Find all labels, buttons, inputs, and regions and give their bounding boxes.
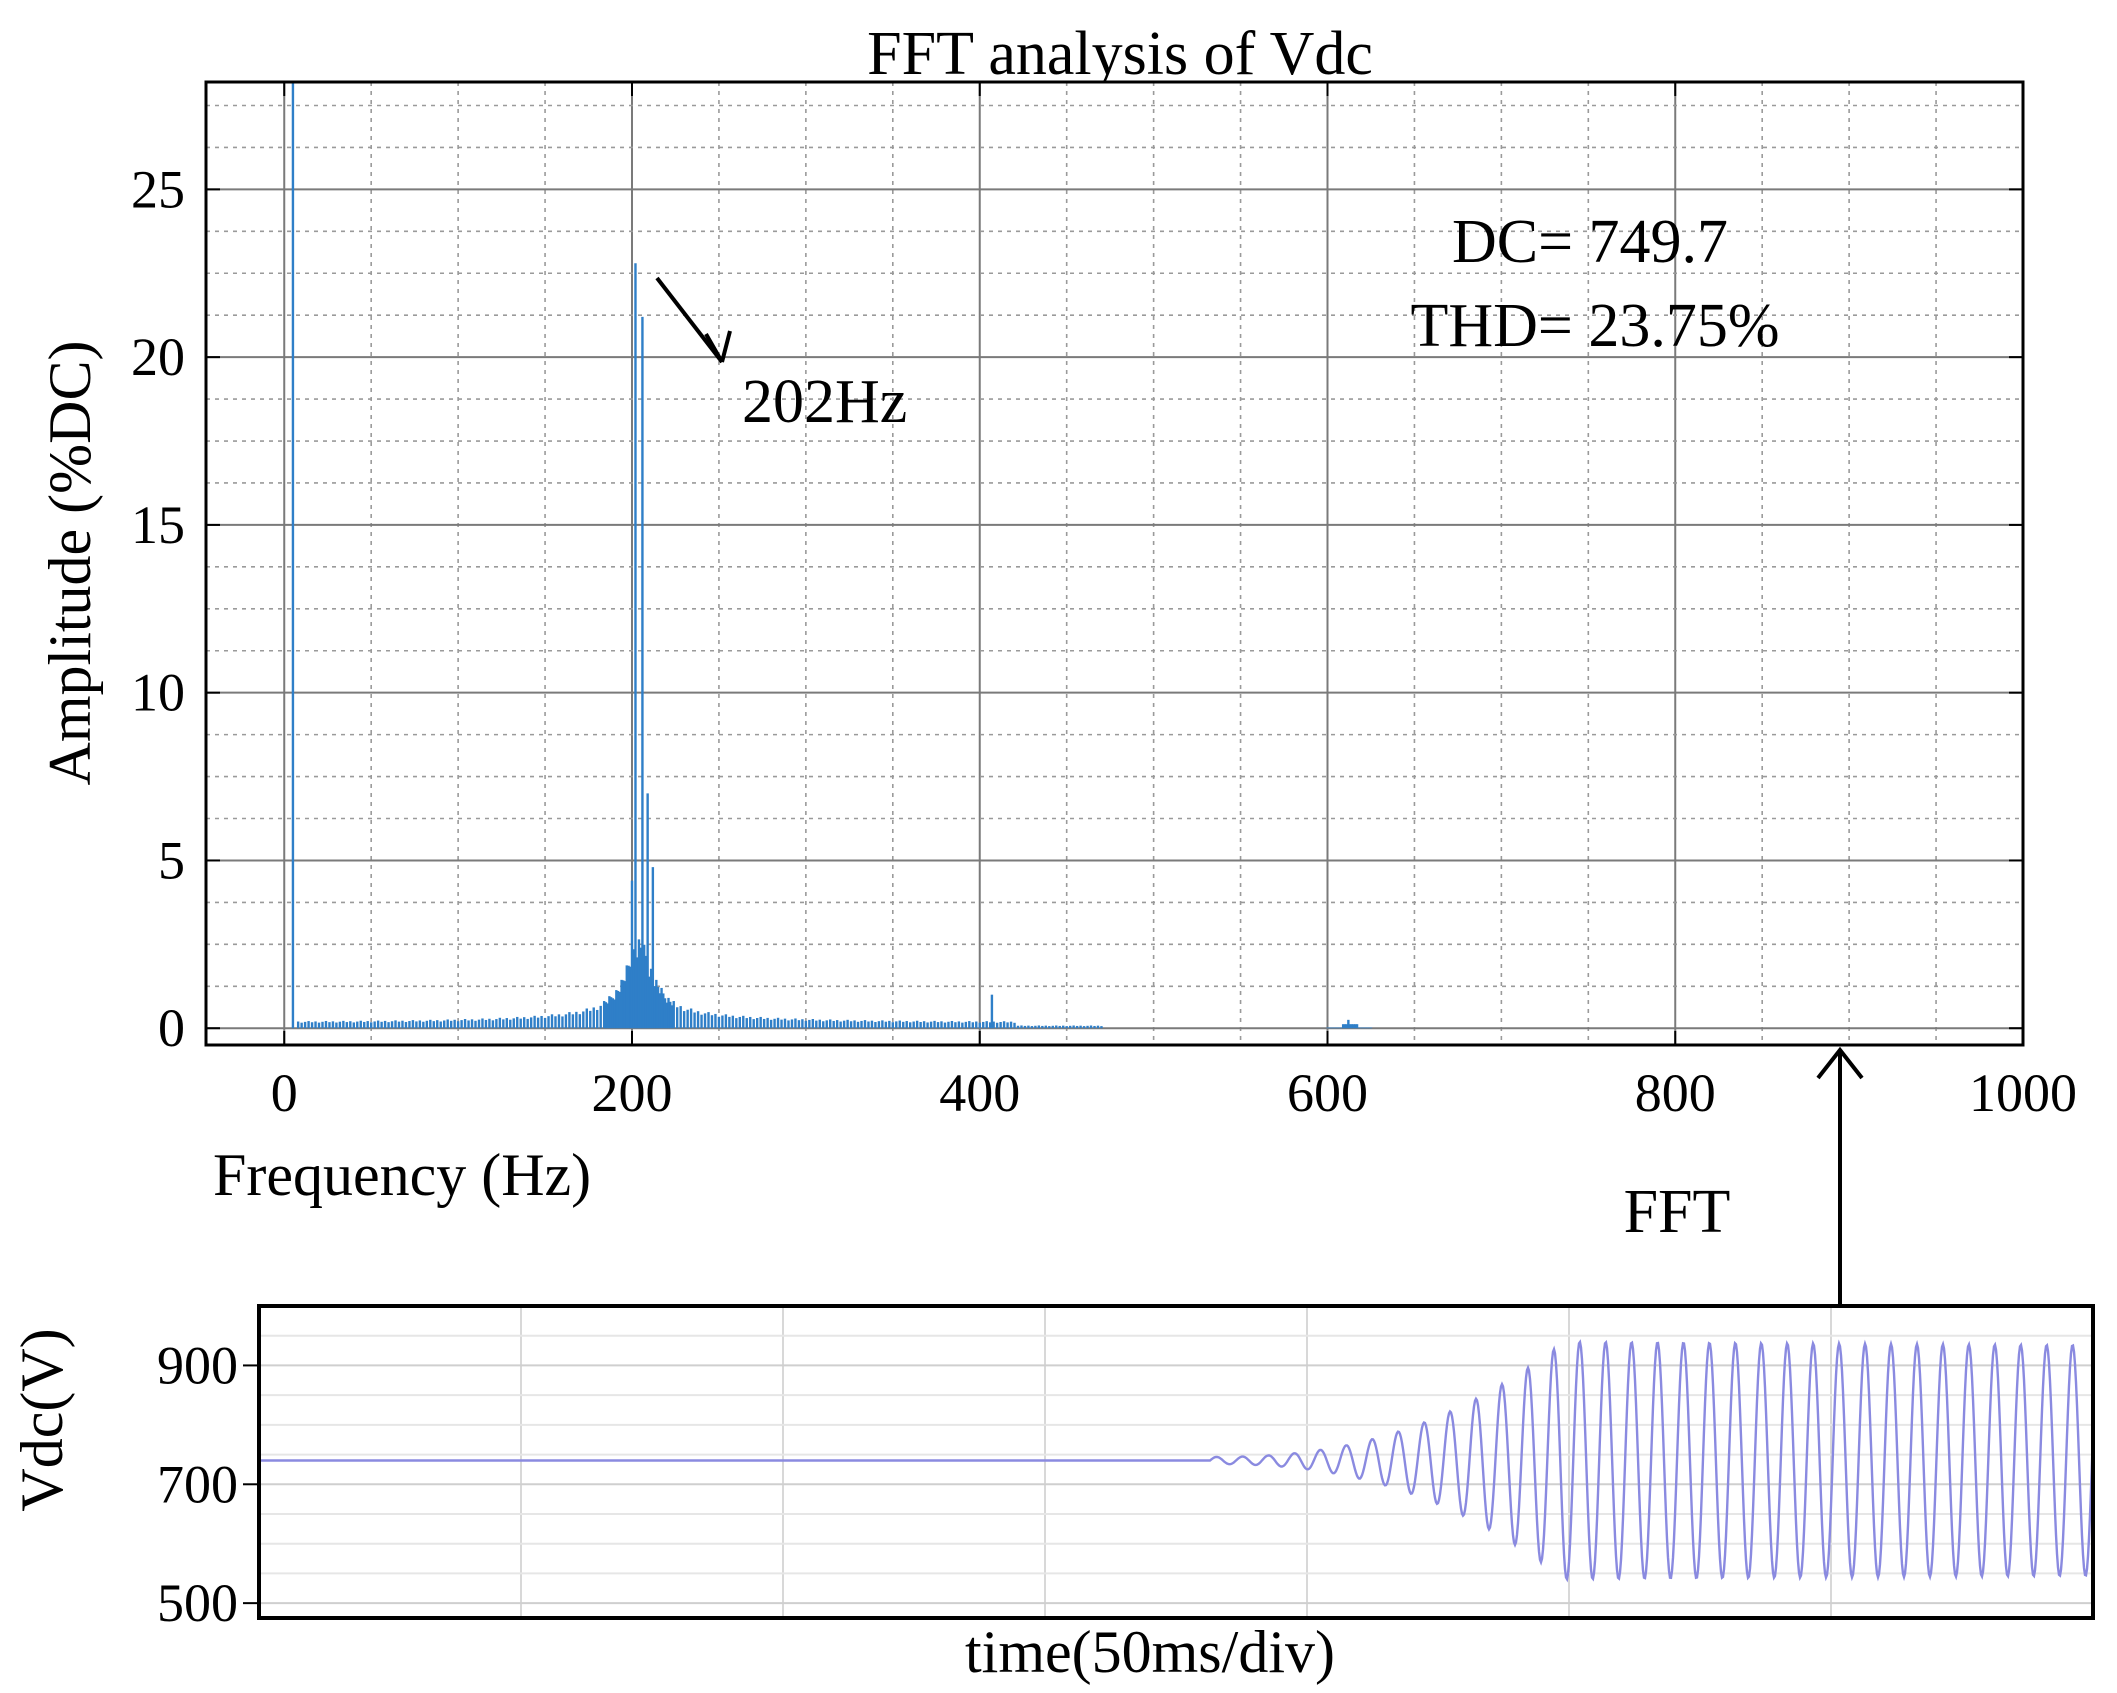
peak-arrow-head-icon [704, 330, 732, 363]
time-y-tick-labels: 500 700 900 [157, 1335, 259, 1633]
fft-y-tick-label: 10 [131, 663, 185, 723]
fft-y-tick-label: 20 [131, 327, 185, 387]
time-plot-background [259, 1306, 2093, 1618]
dc-value-text: DC= 749.7 [1452, 208, 1728, 276]
fft-y-tick-label: 5 [158, 830, 185, 890]
fft-x-tick-label: 800 [1635, 1063, 1716, 1123]
fft-x-tick-label: 1000 [1969, 1063, 2077, 1123]
time-y-tick-label: 500 [157, 1573, 238, 1633]
fft-plot-background [206, 82, 2023, 1045]
time-y-tick-label: 900 [157, 1335, 238, 1395]
fft-y-tick-label: 0 [158, 998, 185, 1058]
fft-plot-frame [204, 80, 2025, 1047]
vdc-waveform-line [259, 1339, 2095, 1583]
fft-chart-title: FFT analysis of Vdc [867, 20, 1373, 88]
fft-y-tick-label: 15 [131, 495, 185, 555]
time-y-axis-label: Vdc(V) [9, 1328, 75, 1511]
fft-x-tick-label: 200 [591, 1063, 672, 1123]
fft-y-axis-label: Amplitude (%DC) [37, 341, 103, 786]
time-plot-area: 500 700 900 [157, 1304, 2095, 1633]
fft-x-axis-label: Frequency (Hz) [213, 1142, 591, 1208]
fft-x-tick-label: 600 [1287, 1063, 1368, 1123]
fft-x-tick-label: 400 [939, 1063, 1020, 1123]
time-x-axis-label: time(50ms/div) [965, 1619, 1335, 1685]
fft-link-arrow-head-icon [1816, 1046, 1864, 1080]
time-plot-frame [257, 1304, 2095, 1620]
fft-x-tick-labels: 0 200 400 600 800 1000 [271, 1063, 2077, 1123]
peak-frequency-label: 202Hz [742, 368, 907, 436]
fft-y-tick-labels: 0 5 10 15 20 25 [131, 159, 185, 1058]
fft-x-tick-label: 0 [271, 1063, 298, 1123]
fft-bars [291, 82, 1373, 1029]
thd-value-text: THD= 23.75% [1410, 292, 1779, 360]
peak-arrow-line [655, 276, 724, 364]
time-grid [259, 1306, 2093, 1618]
time-y-tick-label: 700 [157, 1454, 238, 1514]
fft-grid [206, 82, 2024, 1045]
fft-link-label: FFT [1624, 1178, 1731, 1246]
fft-y-tick-label: 25 [131, 159, 185, 219]
fft-plot-area: 0 200 400 600 800 1000 0 5 10 15 20 25 [131, 80, 2077, 1123]
